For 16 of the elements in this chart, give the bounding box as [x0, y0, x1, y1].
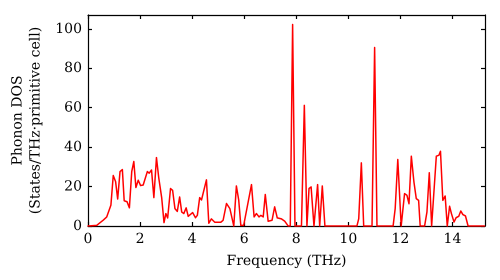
x-tick-label: 8: [292, 231, 301, 247]
y-tick-label: 0: [73, 218, 82, 234]
x-axis-title: Frequency (THz): [226, 253, 347, 269]
y-tick-label: 60: [64, 100, 82, 116]
x-tick-label: 12: [391, 231, 410, 247]
x-tick-label: 2: [136, 231, 145, 247]
y-tick-label: 100: [55, 20, 82, 37]
x-tick-label: 4: [188, 231, 197, 247]
x-tick-label: 0: [84, 231, 92, 247]
x-tick-label: 6: [240, 231, 249, 247]
x-tick-label: 14: [444, 231, 462, 247]
y-tick-label: 80: [64, 60, 82, 76]
x-tick-label: 10: [339, 231, 358, 247]
y-tick-label: 40: [64, 139, 82, 156]
y-axis-title: Phonon DOS (States/THz·primitive cell): [9, 26, 44, 214]
y-tick-label: 20: [64, 178, 82, 195]
